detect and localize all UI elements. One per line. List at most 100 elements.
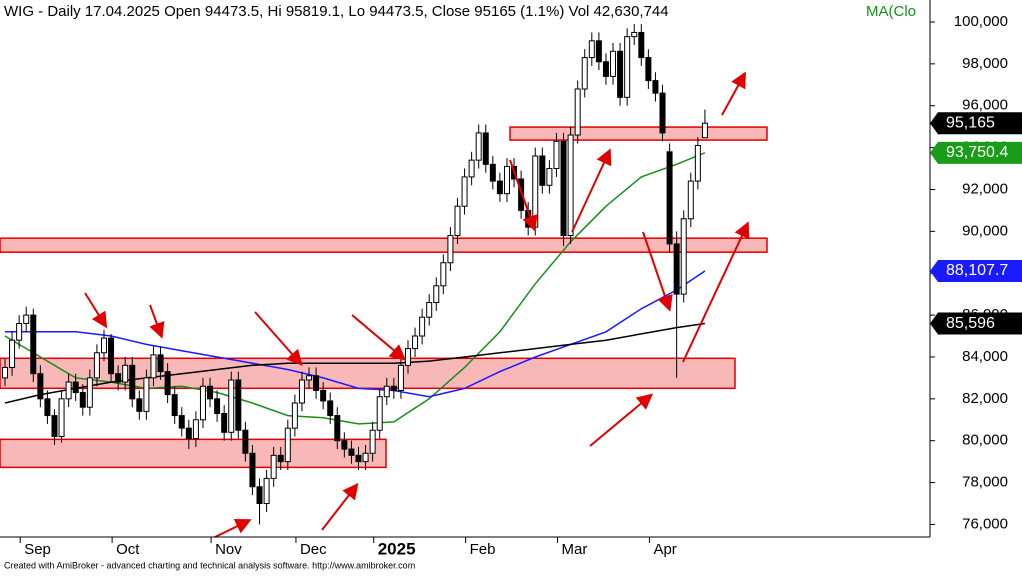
candle-body <box>645 57 652 82</box>
y-tick-label: 80,000 <box>962 432 1008 449</box>
candle-body <box>214 398 221 414</box>
zone <box>0 237 768 253</box>
zone <box>509 126 768 141</box>
candle-body <box>518 178 525 211</box>
candle-body <box>249 452 256 488</box>
candle-body <box>284 427 291 463</box>
y-tick-label: 98,000 <box>962 55 1008 72</box>
y-tick-label: 82,000 <box>962 390 1008 407</box>
candle-body <box>454 205 461 237</box>
candle-body <box>376 396 383 431</box>
candle-body <box>680 218 687 295</box>
legend-text: MA(Clo <box>866 3 916 20</box>
price-box <box>930 312 1022 335</box>
candle-body <box>362 452 369 463</box>
candle-body <box>419 316 426 337</box>
candle-body <box>539 155 546 186</box>
candle-body <box>2 366 8 379</box>
x-tick-label: Feb <box>470 541 496 558</box>
candle-body <box>532 155 539 228</box>
candle-body <box>65 381 72 400</box>
price-box-label: 85,596 <box>946 315 995 332</box>
candle-body <box>334 415 341 442</box>
candle-body <box>235 379 242 431</box>
candle-body <box>122 364 129 383</box>
candle-body <box>228 379 235 433</box>
candle-body <box>143 377 150 412</box>
candle-body <box>369 429 376 454</box>
x-tick-label: Sep <box>24 541 51 558</box>
x-tick-label: Apr <box>653 541 676 558</box>
annotation-arrows <box>84 71 750 538</box>
candle-body <box>482 132 489 165</box>
candle-body <box>687 180 694 220</box>
y-tick-label: 76,000 <box>962 515 1008 532</box>
candle-body <box>51 415 58 438</box>
candle-body <box>602 61 609 77</box>
candle-body <box>383 385 390 398</box>
zone <box>0 438 387 469</box>
candle-body <box>624 36 631 98</box>
candle-body <box>79 392 86 408</box>
candle-body <box>129 364 136 400</box>
candle-body <box>16 322 23 341</box>
candle-body <box>610 50 617 77</box>
candle-body <box>631 31 638 38</box>
candle-body <box>673 243 680 295</box>
y-tick-label: 100,000 <box>954 13 1008 30</box>
candle-body <box>256 486 263 505</box>
candle-body <box>157 354 164 373</box>
x-tick-label: Dec <box>300 541 327 558</box>
candle-body <box>496 180 503 195</box>
x-tick-label: Oct <box>116 541 140 558</box>
candle-body <box>37 373 44 400</box>
candle-body <box>86 377 93 408</box>
ma-line <box>5 270 706 398</box>
candle-body <box>23 314 30 324</box>
candle-body <box>242 429 249 454</box>
candle-body <box>652 80 659 94</box>
candle-body <box>291 402 298 429</box>
candle-body <box>72 381 79 394</box>
candle-body <box>164 371 171 396</box>
candle-body <box>588 40 595 59</box>
candle-body <box>348 448 355 456</box>
x-tick-label: Mar <box>562 541 588 558</box>
candle-body <box>185 427 192 440</box>
candle-body <box>475 132 482 161</box>
candle-body <box>489 163 496 182</box>
ma-line <box>4 152 706 425</box>
candle-body <box>341 440 348 450</box>
candle-body <box>192 419 199 440</box>
candle-body <box>440 262 447 287</box>
price-box <box>930 141 1022 164</box>
candle-body <box>320 389 327 402</box>
candle-body <box>9 339 16 368</box>
candle-body <box>447 235 454 264</box>
candle-body <box>666 151 673 245</box>
candle-body <box>412 335 419 350</box>
candle-body <box>313 375 320 391</box>
footer: Created with AmiBroker - advanced charti… <box>4 560 415 570</box>
price-box <box>930 259 1022 282</box>
candle-body <box>461 176 468 207</box>
x-tick-label: 2025 <box>378 539 416 558</box>
candle-body <box>390 385 397 391</box>
candle-body <box>207 385 214 400</box>
candle-body <box>58 398 65 438</box>
candle-body <box>701 122 708 139</box>
candle-body <box>567 134 574 237</box>
chart-title: WIG - Daily 17.04.2025 Open 94473.5, Hi … <box>4 3 669 20</box>
y-tick-label: 84,000 <box>962 348 1008 365</box>
candle-body <box>659 92 666 134</box>
candle-body <box>298 379 305 404</box>
candle-body <box>355 454 362 463</box>
candle-body <box>199 385 206 421</box>
candle-body <box>560 140 567 237</box>
price-box-label: 95,165 <box>946 114 995 131</box>
candle-body <box>503 165 510 195</box>
candle-body <box>433 285 440 304</box>
candle-body <box>277 454 284 463</box>
candle-body <box>108 337 115 375</box>
